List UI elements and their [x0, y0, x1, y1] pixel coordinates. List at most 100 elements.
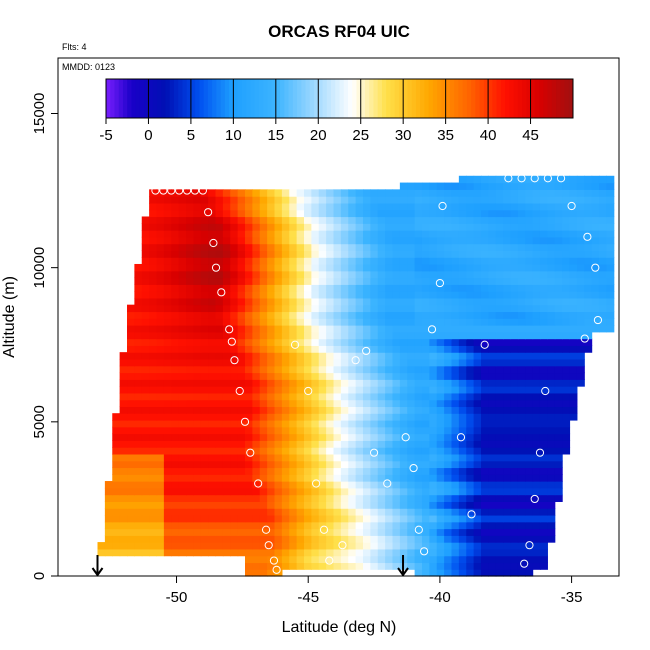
colorbar-segment [534, 79, 540, 118]
heatmap-cell [230, 447, 239, 455]
heatmap-cell [414, 508, 423, 516]
heatmap-cell [473, 419, 482, 428]
heatmap-cell [362, 474, 371, 482]
heatmap-cell [304, 379, 312, 387]
heatmap-cell [436, 270, 445, 279]
heatmap-cell [562, 175, 571, 184]
heatmap-cell [436, 236, 445, 245]
heatmap-cell [584, 297, 593, 306]
heatmap-cell [532, 304, 541, 313]
colorbar-segment [505, 79, 510, 118]
heatmap-cell [510, 487, 519, 496]
heatmap-cell [119, 419, 128, 428]
heatmap-cell [267, 325, 276, 333]
heatmap-cell [377, 406, 386, 414]
heatmap-cell [274, 236, 283, 245]
heatmap-cell [333, 453, 342, 462]
sample-point [338, 541, 347, 550]
heatmap-cell [318, 223, 327, 231]
heatmap-cell [222, 392, 231, 401]
heatmap-cell [230, 196, 239, 204]
heatmap-cell [466, 277, 475, 285]
heatmap-cell [436, 202, 445, 211]
heatmap-cell [318, 501, 327, 509]
heatmap-cell [407, 325, 416, 333]
heatmap-cell [222, 406, 231, 414]
heatmap-cell [348, 433, 357, 441]
heatmap-cell [340, 528, 349, 536]
heatmap-cell [480, 209, 489, 218]
heatmap-cell [274, 297, 283, 306]
colorbar-segment [241, 79, 247, 118]
heatmap-cell [355, 189, 364, 197]
heatmap-cell [186, 392, 194, 401]
heatmap-cell [112, 440, 121, 448]
heatmap-cell [340, 392, 349, 401]
heatmap-cell [289, 562, 298, 570]
heatmap-cell [311, 345, 320, 353]
heatmap-cell [554, 331, 563, 340]
heatmap-cell [532, 270, 541, 279]
heatmap-cell [444, 453, 453, 462]
heatmap-cell [215, 297, 224, 306]
heatmap-cell [252, 325, 261, 333]
heatmap-cell [554, 196, 563, 204]
heatmap-cell [444, 481, 453, 489]
heatmap-cell [495, 426, 504, 435]
heatmap-cell [562, 250, 571, 258]
heatmap-cell [141, 535, 150, 543]
heatmap-cell [451, 494, 460, 502]
heatmap-cell [326, 372, 335, 380]
heatmap-cell [252, 318, 261, 326]
heatmap-cell [436, 365, 445, 374]
heatmap-cell [598, 277, 607, 285]
heatmap-cell [554, 426, 563, 435]
heatmap-cell [281, 345, 290, 353]
heatmap-cell [385, 501, 394, 509]
heatmap-cell [252, 494, 261, 502]
heatmap-cell [252, 508, 261, 516]
heatmap-cell [554, 277, 563, 285]
heatmap-cell [259, 433, 268, 441]
heatmap-cell [127, 338, 135, 346]
heatmap-cell [134, 514, 143, 523]
heatmap-cell [532, 202, 541, 211]
heatmap-cell [274, 379, 283, 387]
sample-point [419, 547, 429, 556]
heatmap-cell [333, 284, 342, 292]
heatmap-cell [200, 447, 209, 455]
colorbar-segment [203, 79, 209, 118]
heatmap-cell [333, 263, 342, 272]
heatmap-cell [407, 182, 416, 190]
heatmap-cell [267, 358, 276, 367]
heatmap-cell [451, 508, 460, 516]
heatmap-cell [171, 311, 180, 319]
heatmap-cell [495, 202, 504, 211]
heatmap-cell [355, 277, 364, 285]
heatmap-cell [171, 338, 180, 346]
heatmap-cell [517, 535, 526, 543]
heatmap-cell [237, 345, 246, 353]
heatmap-cell [407, 440, 416, 448]
heatmap-cell [237, 291, 246, 299]
heatmap-cell [127, 311, 135, 319]
heatmap-cell [215, 365, 224, 374]
heatmap-cell [503, 304, 512, 313]
heatmap-cell [444, 318, 453, 326]
heatmap-cell [208, 209, 217, 218]
heatmap-cell [289, 535, 298, 543]
heatmap-cell [414, 426, 423, 435]
heatmap-cell [532, 501, 541, 509]
heatmap-cell [503, 440, 512, 448]
heatmap-cell [230, 358, 239, 367]
heatmap-cell [141, 542, 150, 550]
heatmap-cell [429, 257, 438, 265]
heatmap-cell [193, 196, 202, 204]
heatmap-cell [208, 508, 217, 516]
heatmap-cell [215, 392, 224, 401]
heatmap-cell [193, 358, 202, 367]
heatmap-cell [444, 352, 453, 360]
heatmap-cell [333, 392, 342, 401]
heatmap-cell [407, 433, 416, 441]
heatmap-cell [311, 372, 320, 380]
